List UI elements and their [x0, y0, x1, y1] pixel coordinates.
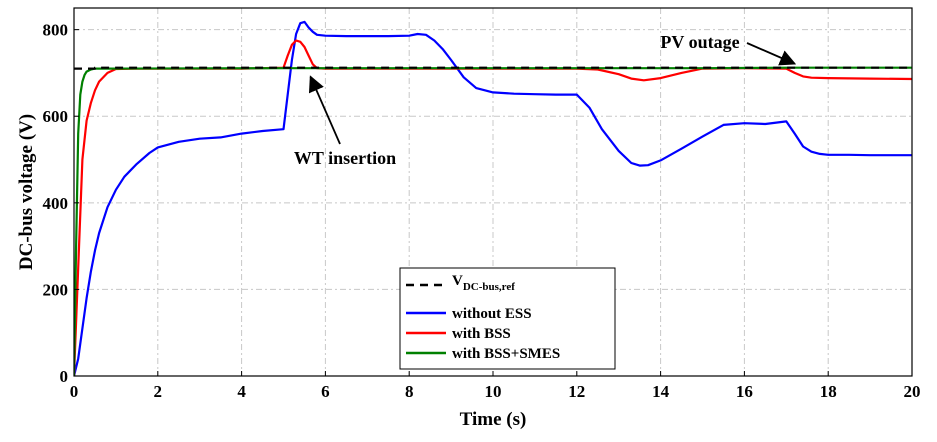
y-tick-label: 400	[43, 194, 69, 213]
x-tick-label: 10	[485, 382, 502, 401]
y-tick-label: 0	[60, 367, 69, 386]
legend-label-without-ess: without ESS	[452, 306, 532, 322]
x-tick-label: 12	[568, 382, 585, 401]
legend: VDC-bus,ref without ESS with BSS with BS…	[399, 267, 616, 370]
x-tick-label: 18	[820, 382, 837, 401]
x-tick-label: 14	[652, 382, 670, 401]
legend-ref-subscript: DC-bus,ref	[463, 281, 515, 293]
annotations: WT insertion PV outage	[294, 32, 797, 168]
y-tick-label: 200	[43, 280, 69, 299]
legend-ref-prefix: V	[452, 273, 463, 289]
legend-label-ref: VDC-bus,ref	[452, 273, 515, 293]
series-line-v-dc-bus-ref	[74, 66, 912, 70]
y-tick-label: 600	[43, 107, 69, 126]
x-tick-label: 0	[70, 382, 79, 401]
series-layer	[74, 20, 912, 376]
x-tick-label: 20	[904, 382, 921, 401]
series-line-without-ess	[74, 20, 912, 376]
y-axis-label: DC-bus voltage (V)	[16, 114, 37, 270]
annotation-arrow-pv-outage	[746, 42, 797, 66]
annotation-arrow-wt-insertion	[308, 75, 341, 145]
x-tick-label: 8	[405, 382, 414, 401]
x-tick-label: 2	[154, 382, 163, 401]
annotation-wt-insertion: WT insertion	[294, 148, 396, 168]
x-tick-label: 4	[237, 382, 246, 401]
legend-label-with-bss: with BSS	[452, 326, 511, 342]
annotation-pv-outage: PV outage	[660, 32, 739, 52]
x-tick-label: 16	[736, 382, 753, 401]
legend-label-with-bss-smes: with BSS+SMES	[452, 346, 560, 362]
x-axis-label: Time (s)	[460, 409, 527, 430]
x-tick-label: 6	[321, 382, 330, 401]
y-tick-label: 800	[43, 21, 69, 40]
